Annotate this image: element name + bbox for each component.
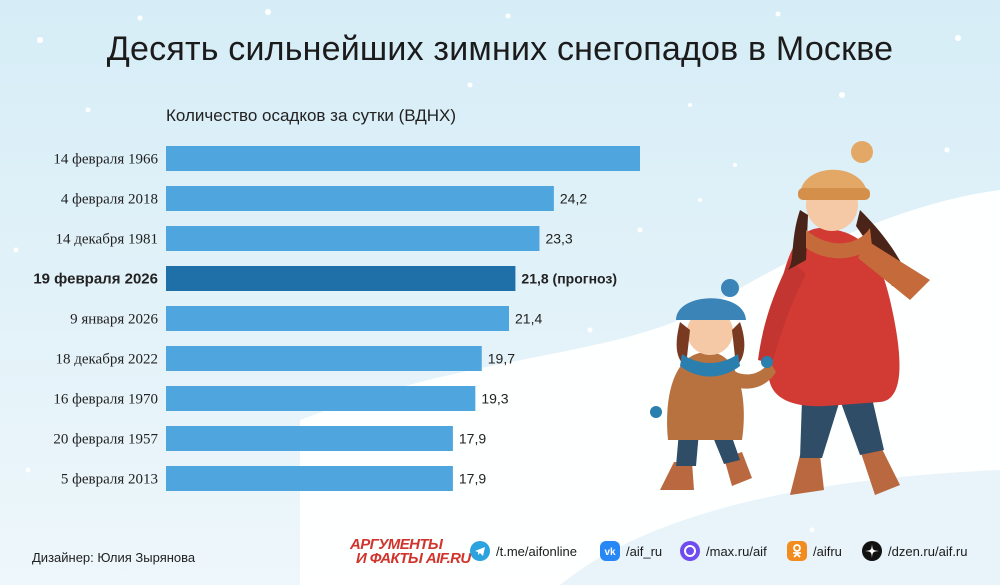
social-label-odnoklassniki: /aifru [813,543,842,559]
social-link-telegram[interactable]: /t.me/aifonline [470,541,577,561]
odnoklassniki-icon [787,541,807,561]
category-label: 14 февраля 1966 [53,152,158,168]
max-icon [680,541,700,561]
social-link-dzen[interactable]: /dzen.ru/aif.ru [862,541,968,561]
snowflakes [13,9,961,533]
category-label: 16 февраля 1970 [53,392,158,408]
category-label: 9 января 2026 [70,312,158,328]
bar [166,346,482,371]
chart-subtitle: Количество осадков за сутки (ВДНХ) [166,106,457,125]
bar-chart: 14 февраля 196635,54 февраля 201824,214 … [33,146,640,491]
page-title: Десять сильнейших зимних снегопадов в Мо… [106,30,894,68]
social-label-dzen: /dzen.ru/aif.ru [888,543,968,559]
category-label: 19 февраля 2026 [33,271,158,288]
snowdrift-shadow [560,470,1000,585]
social-label-max: /max.ru/aif [706,543,767,559]
vk-icon: vk [600,541,620,561]
data-label: 24,2 [560,191,587,207]
social-link-max[interactable]: /max.ru/aif [680,541,767,561]
mother-illustration [758,141,930,495]
data-label: 23,3 [545,231,572,247]
svg-text:vk: vk [604,547,616,558]
data-label: 21,8 (прогноз) [521,271,617,287]
brand-logo-line2: И ФАКТЫ AIF.RU [356,550,471,567]
bar [166,426,453,451]
bar [166,266,516,291]
social-link-odnoklassniki[interactable]: /aifru [787,541,842,561]
category-label: 20 февраля 1957 [53,432,158,448]
category-label: 5 февраля 2013 [61,472,158,488]
social-link-vk[interactable]: vk /aif_ru [600,541,662,561]
dzen-icon [862,541,882,561]
child-illustration [650,279,776,490]
data-label: 17,9 [459,431,486,447]
telegram-icon [470,541,490,561]
social-label-telegram: /t.me/aifonline [496,543,577,559]
bar [166,466,453,491]
bar [166,186,554,211]
designer-credit: Дизайнер: Юлия Зырянова [32,550,196,565]
category-label: 14 декабря 1981 [55,232,158,248]
category-label: 18 декабря 2022 [55,352,158,368]
bar [166,146,640,171]
data-label: 19,7 [488,351,515,367]
data-label: 21,4 [515,311,542,327]
data-label: 17,9 [459,471,486,487]
bar [166,386,476,411]
bar [166,306,510,331]
brand-logo[interactable]: АРГУМЕНТЫ И ФАКТЫ AIF.RU [350,536,471,568]
social-label-vk: /aif_ru [626,543,663,559]
bar [166,226,540,251]
data-label: 19,3 [481,391,508,407]
category-label: 4 февраля 2018 [61,192,158,208]
brand-logo-line1: АРГУМЕНТЫ [350,536,443,553]
